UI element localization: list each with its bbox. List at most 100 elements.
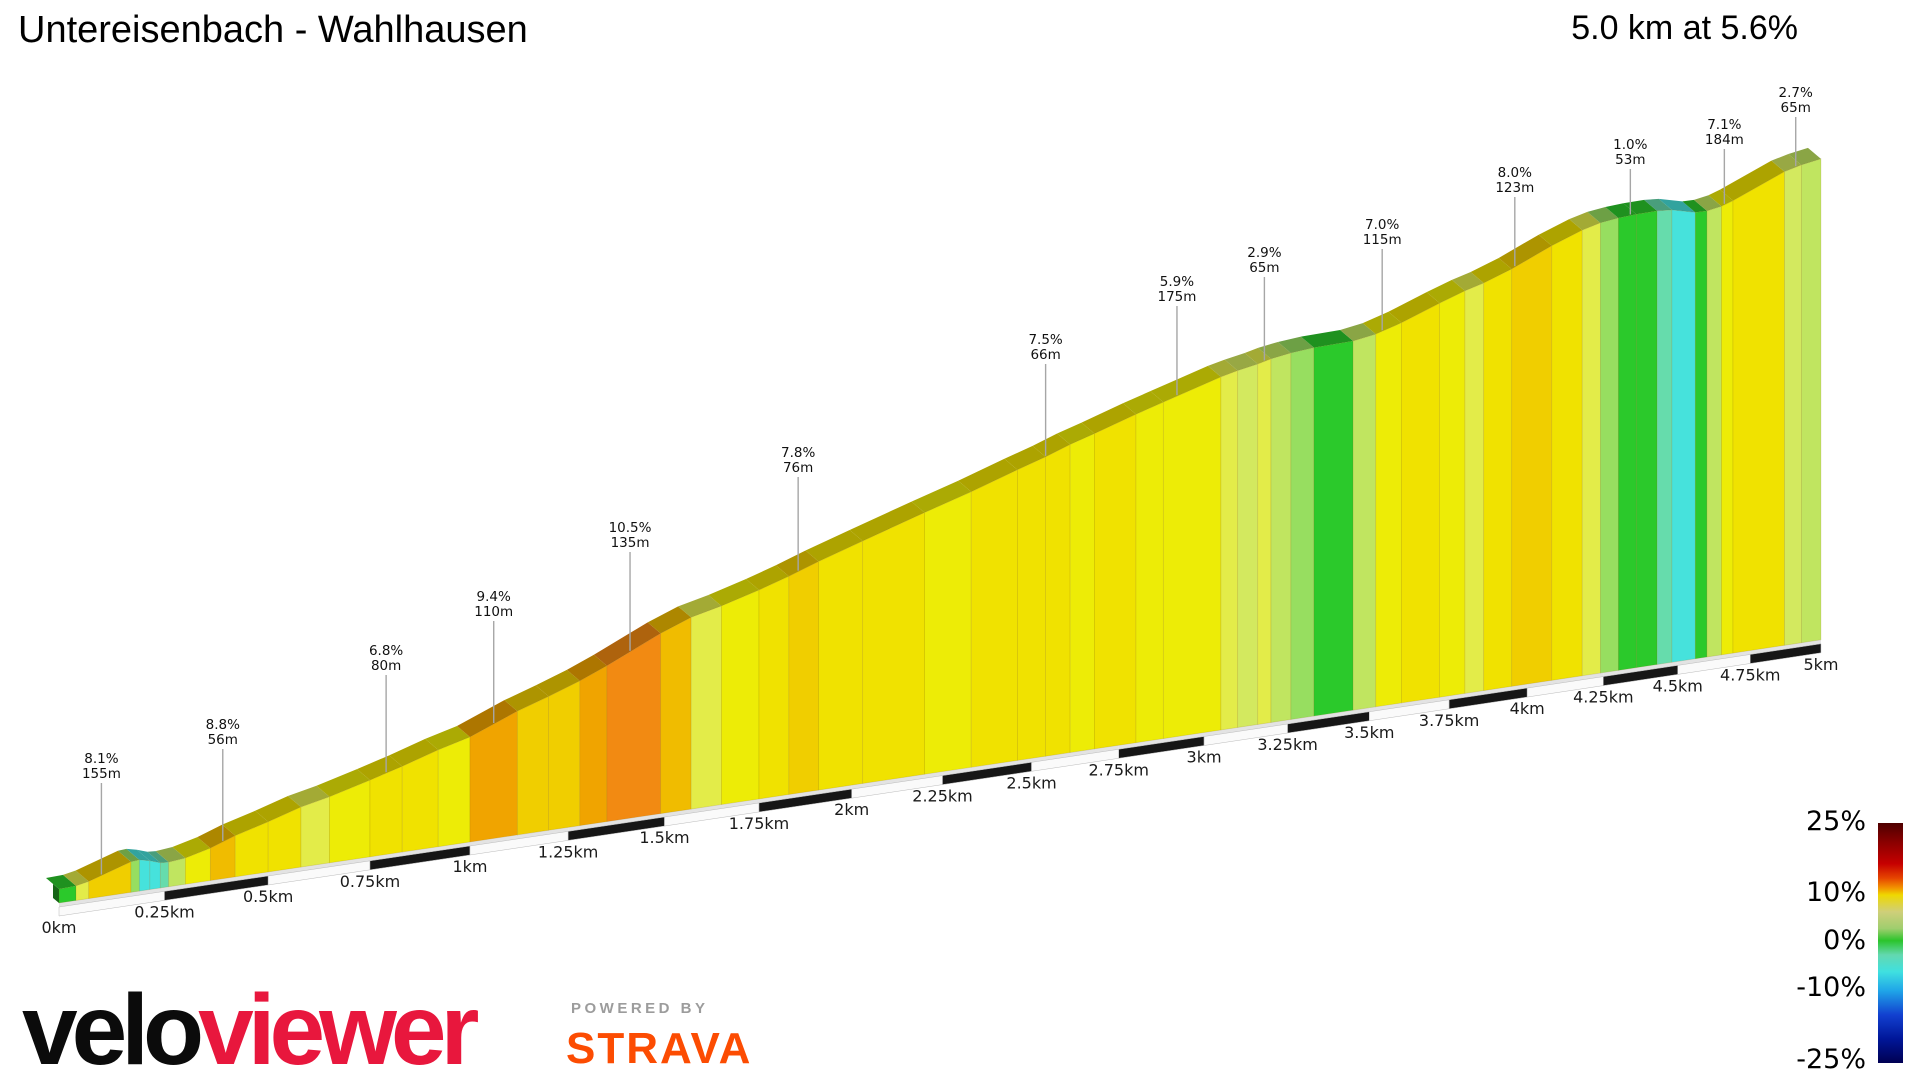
profile-face-segment [1599,217,1619,674]
profile-top-segment [425,725,470,750]
gradient-annotation: 1.0%53m [1613,137,1648,215]
gradient-annotation: 10.5%135m [609,520,652,651]
profile-top-segment [1426,279,1465,304]
profile-top-segment [46,874,77,889]
axis-tick-label: 3.25km [1257,735,1317,754]
axis-bar-top [1527,672,1604,689]
axis-bar-top [469,827,569,846]
profile-face-segment [1439,290,1466,698]
profile-top-segment [197,824,236,849]
profile-top-segment [389,738,439,767]
legend-color-bar [1878,823,1903,1063]
profile-top-segment [593,622,661,666]
axis-tick-label: 2.5km [1006,773,1056,792]
distance-axis [58,639,1822,917]
profile-top-segment [1122,391,1164,415]
profile-face-segment [660,616,692,815]
axis-bar-block [1750,643,1822,664]
axis-tick-label: 0.5km [243,887,293,906]
profile-face-segment [138,859,151,892]
profile-face-segment [168,857,186,888]
legend-tick-label: -25% [1796,1044,1866,1075]
profile-face-segment [1401,302,1441,704]
gradient-annotation: 7.5%66m [1028,332,1063,456]
profile-top-segment [1708,189,1734,207]
profile-face-segment [579,665,608,827]
profile-face-segment [1375,322,1402,708]
profile-top-segment [255,796,301,822]
profile-top-segment [1682,199,1707,213]
profile-face-segment [1671,209,1696,663]
gradient-annotation: 2.9%65m [1247,245,1282,361]
profile-top-segment [63,870,89,886]
annotation-gradient-label: 8.1% [84,751,118,767]
annotation-gradient-label: 6.8% [369,643,403,659]
profile-face-segment [1017,456,1046,761]
axis-tick-label: 4.75km [1720,665,1780,684]
profile-face-segment [130,859,140,893]
gradient-annotation: 7.8%76m [781,445,815,571]
profile-face-segment [516,695,550,836]
axis-bar-top [942,758,1032,776]
profile-top-segment [1081,403,1136,434]
profile-top-segment [1587,206,1619,223]
profile-top-segment [746,565,789,591]
profile-top-segment [1470,257,1512,284]
profile-top-segment [1451,272,1484,291]
profile-face-segment [862,512,925,784]
profile-top-segment [126,848,150,861]
strava-logo[interactable]: STRAVA [566,1024,753,1073]
legend-tick-label: 0% [1823,925,1866,956]
profile-face-segment [437,736,471,848]
axis-tick-label: 3.5km [1344,723,1394,742]
profile-face-segment [369,765,403,858]
axis-bar-top [1369,695,1450,712]
profile-face-segment [149,860,161,890]
profile-top-segment [1538,219,1583,246]
profile-top-segment [1150,365,1221,403]
profile-top-segment [1057,422,1095,445]
axis-tick-label: 0.25km [134,902,194,921]
profile-face-segment [401,749,439,853]
profile-top-segment [1569,211,1601,231]
profile-top-segment [356,755,403,781]
annotation-gradient-label: 7.1% [1707,117,1741,133]
profile-face-segment [788,560,819,795]
profile-top-segment [678,594,722,618]
profile-top-segment [566,654,607,681]
profile-top-segment [1032,433,1071,457]
profile-face-segment [1706,205,1722,658]
page-title: Untereisenbach - Wahlhausen [18,9,528,51]
annotation-length-label: 76m [783,460,813,476]
annotation-gradient-label: 2.7% [1779,85,1813,101]
profile-top-segment [1340,323,1376,341]
annotation-length-label: 155m [82,766,121,782]
veloviewer-logo[interactable]: veloviewer [22,980,479,1080]
profile-top-segment [1207,359,1238,377]
axis-tick-label: 0.75km [340,872,400,891]
annotation-gradient-label: 1.0% [1613,137,1647,153]
profile-face-segment [548,680,581,831]
annotation-gradient-label: 5.9% [1160,274,1194,290]
profile-top-segment [456,700,518,737]
annotation-length-label: 175m [1157,289,1196,305]
annotation-length-label: 110m [474,604,513,620]
annotation-length-label: 65m [1249,260,1279,276]
annotation-length-label: 115m [1363,232,1402,248]
profile-face-segment [924,491,972,775]
profile-top-segment [1658,198,1696,213]
annotation-length-label: 123m [1495,180,1534,196]
profile-face-segment [970,469,1018,768]
annotation-gradient-label: 8.8% [206,717,240,733]
profile-top-segment [117,848,140,862]
axis-tick-label: 4km [1510,699,1545,718]
profile-top-segment [647,606,692,634]
axis-tick-label: 4.5km [1653,676,1703,695]
profile-face-segment [1069,433,1095,753]
profile-top-segment [222,810,269,836]
profile-top-segment [1277,336,1314,353]
axis-bar-top [1677,650,1751,666]
annotation-length-label: 80m [371,658,401,674]
axis-tick-label: 1km [452,857,487,876]
